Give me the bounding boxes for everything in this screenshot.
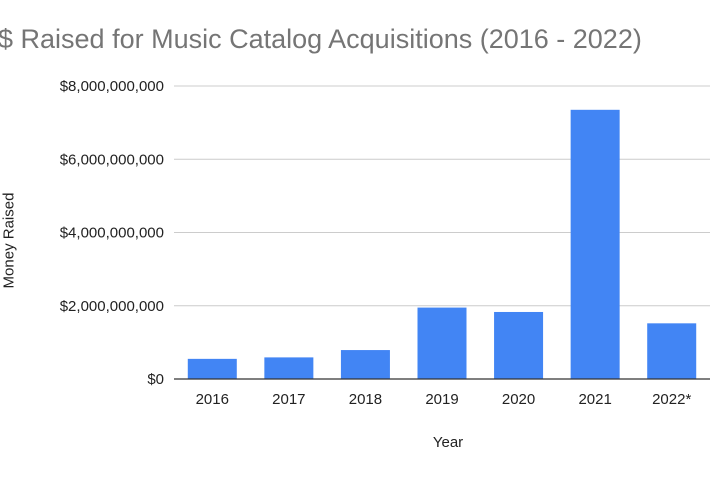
x-tick-label: 2016 <box>196 391 229 408</box>
x-tick-label: 2022* <box>652 391 691 408</box>
bar <box>340 350 390 379</box>
x-tick-label: 2017 <box>272 391 305 408</box>
y-tick-label: $4,000,000,000 <box>60 225 164 242</box>
x-tick-label: 2018 <box>349 391 382 408</box>
y-tick-label: $8,000,000,000 <box>60 78 164 95</box>
x-tick-label: 2021 <box>578 391 611 408</box>
bar <box>570 109 620 380</box>
bar <box>187 358 237 379</box>
y-tick-label: $6,000,000,000 <box>60 151 164 168</box>
x-axis-title: Year <box>432 434 464 451</box>
x-tick-label: 2019 <box>425 391 458 408</box>
x-tick-label: 2020 <box>502 391 535 408</box>
chart-title: $ Raised for Music Catalog Acquisitions … <box>0 24 642 54</box>
bar <box>417 307 467 379</box>
y-tick-label: $0 <box>147 371 164 388</box>
y-tick-label: $2,000,000,000 <box>60 298 164 315</box>
bar <box>264 357 314 379</box>
bar <box>647 323 697 379</box>
bar <box>494 311 544 379</box>
